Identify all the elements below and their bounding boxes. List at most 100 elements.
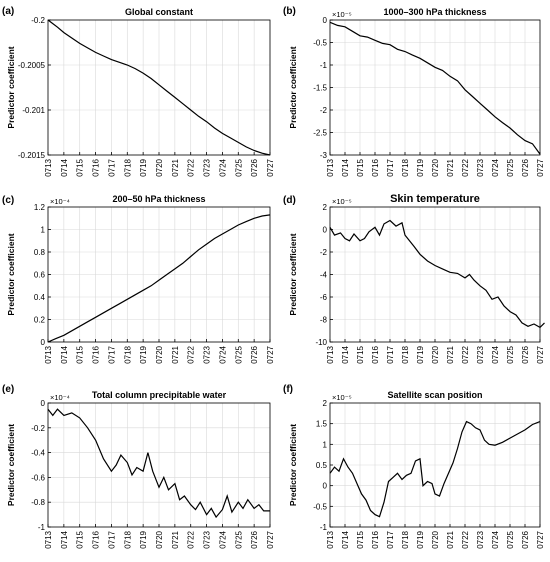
x-tick-label: 0715 (76, 530, 85, 548)
x-tick-label: 0716 (92, 530, 101, 548)
x-tick-label: 0727 (266, 530, 275, 548)
x-tick-label: 0717 (107, 158, 116, 176)
x-tick-label: 0717 (386, 345, 395, 363)
x-tick-label: 0713 (44, 345, 53, 363)
y-tick-label: -0.2 (31, 424, 45, 433)
y-axis-label: Predictor coefficient (6, 233, 16, 315)
y-tick-label: -10 (315, 338, 327, 347)
x-tick-label: 0725 (506, 530, 515, 548)
y-tick-label: -0.5 (313, 502, 327, 511)
x-tick-label: 0724 (218, 530, 227, 548)
y-tick-label: -4 (320, 271, 328, 280)
x-tick-label: 0718 (401, 158, 410, 176)
x-tick-label: 0720 (431, 345, 440, 363)
y-tick-label: 1 (323, 440, 328, 449)
y-tick-label: 2 (323, 399, 328, 408)
series-line-a (47, 19, 271, 156)
panel-letter: (d) (283, 195, 296, 206)
panel-title: Satellite scan position (387, 390, 482, 400)
x-tick-label: 0723 (203, 345, 212, 363)
y-tick-label: 0.8 (34, 248, 46, 257)
x-tick-label: 0726 (250, 345, 259, 363)
x-tick-label: 0727 (266, 345, 275, 363)
x-tick-label: 0727 (266, 158, 275, 176)
series-line-c (47, 214, 271, 343)
y-tick-label: -2 (320, 106, 328, 115)
y-tick-label: 0 (41, 399, 46, 408)
y-tick-label: 0 (323, 482, 328, 491)
y-tick-label: 1.2 (34, 203, 46, 212)
x-tick-label: 0721 (446, 345, 455, 363)
x-tick-label: 0726 (521, 158, 530, 176)
y-tick-label: 0 (41, 338, 46, 347)
x-tick-label: 0726 (521, 345, 530, 363)
y-tick-label: 0.6 (34, 271, 46, 280)
y-tick-label: -2 (320, 248, 328, 257)
x-tick-label: 0722 (187, 158, 196, 176)
x-tick-label: 0720 (155, 158, 164, 176)
x-tick-label: 0721 (446, 158, 455, 176)
x-tick-label: 0718 (401, 530, 410, 548)
x-tick-label: 0719 (139, 530, 148, 548)
x-tick-label: 0726 (521, 530, 530, 548)
y-tick-label: -0.6 (31, 473, 45, 482)
x-tick-label: 0725 (506, 345, 515, 363)
series-line-b (329, 21, 541, 155)
x-tick-label: 0713 (326, 345, 335, 363)
x-tick-label: 0716 (371, 345, 380, 363)
panel-title: Global constant (125, 7, 193, 17)
axis-exponent: ×10⁻⁵ (332, 197, 352, 206)
y-tick-label: -3 (320, 151, 328, 160)
x-tick-label: 0713 (44, 530, 53, 548)
axis-exponent: ×10⁻⁵ (332, 10, 352, 19)
x-tick-label: 0713 (326, 158, 335, 176)
y-axis-label: Predictor coefficient (288, 424, 298, 506)
y-tick-label: -0.5 (313, 39, 327, 48)
y-tick-label: -1 (320, 61, 328, 70)
x-tick-label: 0718 (123, 530, 132, 548)
x-tick-label: 0722 (461, 530, 470, 548)
panel-letter: (b) (283, 6, 296, 17)
x-tick-label: 0719 (139, 158, 148, 176)
y-axis-label: Predictor coefficient (6, 46, 16, 128)
x-tick-label: 0723 (476, 345, 485, 363)
x-tick-label: 0723 (476, 530, 485, 548)
x-tick-label: 0717 (107, 345, 116, 363)
x-tick-label: 0717 (386, 158, 395, 176)
y-tick-label: -1.5 (313, 84, 327, 93)
x-tick-label: 0724 (218, 158, 227, 176)
x-tick-label: 0716 (92, 345, 101, 363)
x-tick-label: 0714 (60, 158, 69, 176)
x-tick-label: 0715 (356, 530, 365, 548)
x-tick-label: 0720 (431, 158, 440, 176)
panel-letter: (f) (283, 384, 293, 395)
y-tick-label: -0.2 (31, 16, 45, 25)
y-tick-label: -0.8 (31, 498, 45, 507)
x-tick-label: 0713 (44, 158, 53, 176)
panel-c: 0 0.2 0.4 0.6 0.8 1 1.2 0713 0714 0715 0716 0717 071… (2, 194, 275, 364)
y-tick-label: -0.2005 (18, 61, 46, 70)
x-tick-label: 0721 (446, 530, 455, 548)
panel-title: 1000–300 hPa thickness (383, 7, 486, 17)
axis-exponent: ×10⁻⁴ (50, 197, 70, 206)
y-tick-label: 0.4 (34, 293, 46, 302)
x-tick-label: 0723 (203, 158, 212, 176)
x-tick-label: 0726 (250, 530, 259, 548)
x-tick-label: 0719 (416, 158, 425, 176)
series-line-f (329, 420, 541, 518)
series-line-e (47, 408, 270, 519)
x-tick-label: 0718 (123, 158, 132, 176)
x-tick-label: 0724 (218, 345, 227, 363)
x-tick-label: 0724 (491, 158, 500, 176)
y-tick-label: -8 (320, 316, 328, 325)
x-tick-label: 0722 (187, 345, 196, 363)
y-tick-label: -6 (320, 293, 328, 302)
axis-exponent: ×10⁻⁴ (50, 393, 70, 402)
x-tick-label: 0718 (401, 345, 410, 363)
x-tick-label: 0715 (356, 158, 365, 176)
